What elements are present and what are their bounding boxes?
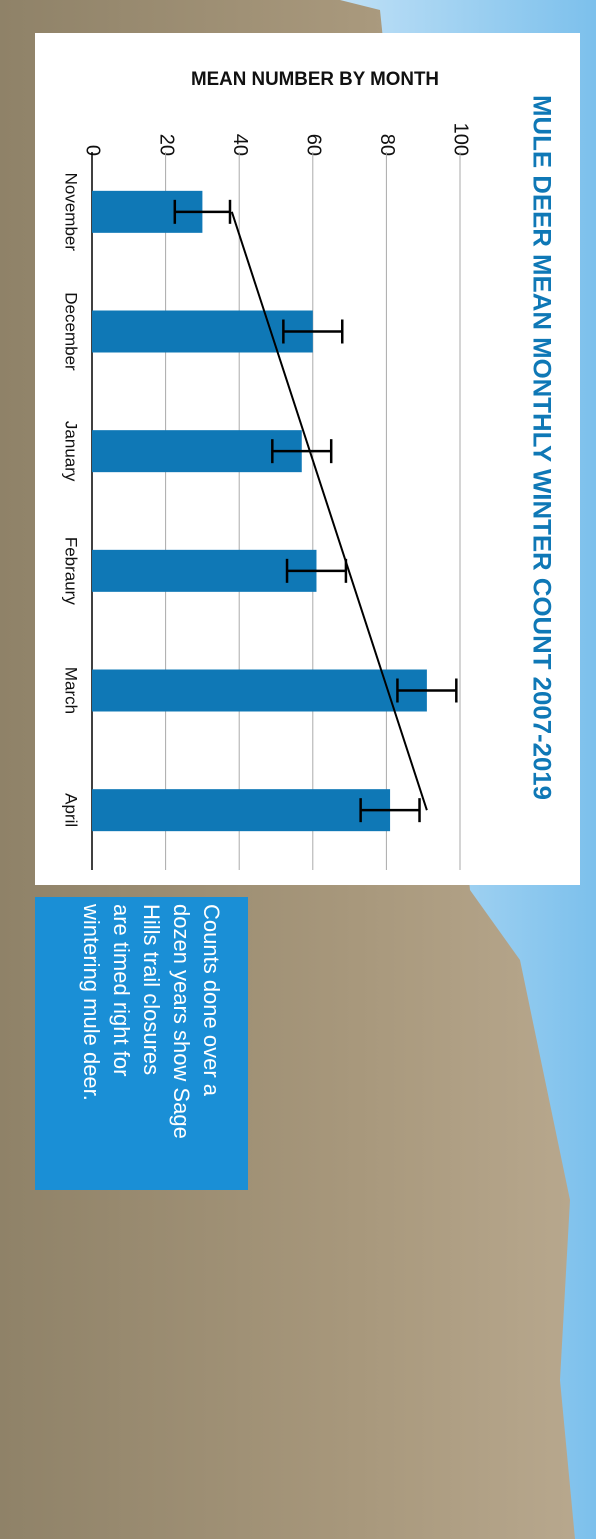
error-bar [173, 199, 232, 224]
chart-title: MULE DEER MEAN MONTHLY WINTER COUNT 2007… [527, 95, 555, 800]
x-tick-label: November [62, 173, 81, 252]
rotated-chart: MULE DEER MEAN MONTHLY WINTER COUNT 2007… [62, 95, 556, 1139]
error-bar [282, 319, 344, 344]
y-tick-label: 40 [229, 134, 251, 156]
y-tick-label: 100 [450, 123, 472, 156]
bar [92, 430, 302, 473]
caption-line: wintering mule deer. [79, 903, 104, 1101]
bar [91, 310, 313, 353]
error-bar [359, 798, 421, 823]
bar [92, 549, 317, 592]
bar [92, 789, 391, 832]
x-tick-label: December [62, 292, 81, 371]
trend-line [230, 211, 428, 811]
y-axis-label: MEAN NUMBER BY MONTH [191, 69, 439, 90]
x-tick-label: March [62, 667, 81, 714]
caption-line: are timed right for [109, 904, 134, 1076]
y-tick-label: 20 [155, 134, 177, 156]
x-tick-label: January [62, 421, 81, 482]
y-tick-label: 60 [303, 134, 325, 156]
caption-line: dozen years show Sage [169, 904, 194, 1139]
error-bar [271, 439, 333, 464]
x-tick-label: Febraury [62, 537, 81, 606]
x-tick-label: April [62, 793, 81, 827]
bar [92, 669, 427, 712]
y-tick-label: 80 [376, 134, 398, 156]
caption-line: Counts done over a [199, 904, 224, 1097]
error-bar [396, 678, 458, 703]
caption-box [35, 897, 248, 1190]
caption-line: Hills trail closures [139, 904, 164, 1075]
y-tick-label: 0 [82, 145, 104, 156]
